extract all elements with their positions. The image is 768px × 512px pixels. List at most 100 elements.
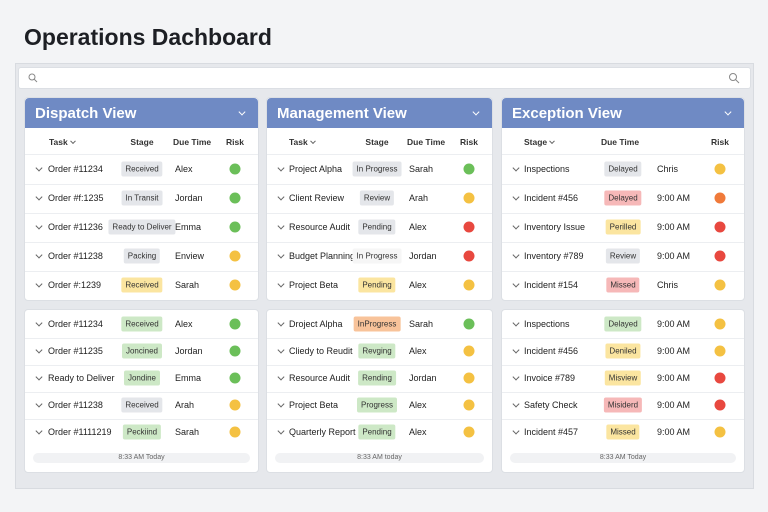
risk-indicator [714,399,726,411]
expand-icon[interactable] [512,193,520,201]
divider [25,212,258,214]
expand-icon[interactable] [277,251,285,259]
column-header[interactable]: Risk [460,137,478,147]
expand-icon[interactable] [277,193,285,201]
expand-icon[interactable] [277,346,285,354]
search-icon[interactable] [728,72,740,84]
column-header[interactable]: Stage [365,137,389,147]
risk-indicator [229,345,241,357]
column-header[interactable]: Due Time [407,137,446,147]
stage-badge: Missed [606,424,640,440]
divider [502,337,744,339]
due-time: Enview [175,251,205,261]
expand-icon[interactable] [277,373,285,381]
risk-indicator [229,399,241,411]
expand-icon[interactable] [277,222,285,230]
collapse-icon[interactable] [472,108,480,116]
column-header[interactable]: Task [49,137,68,147]
task-name: Resource Audit [289,222,351,232]
divider [267,364,492,366]
expand-icon[interactable] [35,373,43,381]
risk-indicator [229,372,241,384]
divider [502,154,744,155]
risk-indicator [714,221,726,233]
due-time: Arah [175,400,195,410]
panel-title: Dispatch View [35,105,137,122]
expand-icon[interactable] [512,400,520,408]
risk-indicator [229,221,241,233]
risk-indicator [463,163,475,175]
stage-badge: Progress [356,397,398,413]
stage-badge: Misiderd [603,397,643,413]
expand-icon[interactable] [277,280,285,288]
column-header[interactable]: Task [289,137,308,147]
expand-icon[interactable] [512,346,520,354]
expand-icon[interactable] [35,427,43,435]
collapse-icon[interactable] [724,108,732,116]
expand-icon[interactable] [512,251,520,259]
expand-icon[interactable] [512,319,520,327]
collapse-icon[interactable] [238,108,246,116]
expand-icon[interactable] [35,164,43,172]
risk-indicator [714,318,726,330]
task-name: Project Beta [289,400,339,410]
task-name: Cliedy to Reudit [289,346,353,356]
divider [25,391,258,393]
column-header[interactable]: Stage [524,137,548,147]
task-name: Order #1111219 [48,427,112,437]
expand-icon[interactable] [512,164,520,172]
task-name: Client Review [289,193,345,203]
expand-icon[interactable] [277,427,285,435]
column-header[interactable]: Risk [711,137,729,147]
column-header[interactable]: Due Time [173,137,212,147]
divider [267,183,492,185]
column-header[interactable]: Risk [226,137,244,147]
panel: Droject Alpha InProgress Sarah Cliedy to Re… [266,309,493,473]
task-name: Inventory Issue [524,222,586,232]
task-name: Inspections [524,319,570,329]
risk-indicator [463,345,475,357]
due-time: Alex [409,346,427,356]
sort-icon [549,138,555,145]
stage-badge: Perilled [605,219,641,235]
search-bar[interactable] [18,67,751,89]
task-name: Quarterly Report [289,427,356,437]
due-time: Alex [175,319,193,329]
due-time: Emma [175,222,202,232]
column-header[interactable]: Stage [130,137,154,147]
expand-icon[interactable] [512,427,520,435]
due-time: 9:00 AM [657,400,691,410]
stage-badge: Rending [358,370,396,386]
divider [502,241,744,243]
risk-indicator [229,192,241,204]
due-time: Jordan [409,251,437,261]
due-time: Alex [409,222,427,232]
stage-badge: Received [121,277,163,293]
footer-timestamp: 8:33 AM Today [510,453,736,463]
expand-icon[interactable] [277,164,285,172]
risk-indicator [714,426,726,438]
risk-indicator [229,279,241,291]
expand-icon[interactable] [35,346,43,354]
due-time: Sarah [175,280,200,290]
expand-icon[interactable] [35,319,43,327]
expand-icon[interactable] [512,280,520,288]
panel: Dispatch View Task Stage Due Time Risk Order … [24,97,259,301]
stage-badge: In Progress [352,248,402,264]
expand-icon[interactable] [35,193,43,201]
expand-icon[interactable] [35,251,43,259]
expand-icon[interactable] [512,373,520,381]
divider [25,337,258,339]
expand-icon[interactable] [277,400,285,408]
expand-icon[interactable] [277,319,285,327]
task-name: Project Beta [289,280,339,290]
risk-indicator [714,279,726,291]
expand-icon[interactable] [35,222,43,230]
task-name: Order #11236 [48,222,103,232]
divider [267,391,492,393]
column-header[interactable]: Due Time [600,137,640,147]
expand-icon[interactable] [35,400,43,408]
expand-icon[interactable] [35,280,43,288]
expand-icon[interactable] [512,222,520,230]
due-time: Jordan [409,373,437,383]
